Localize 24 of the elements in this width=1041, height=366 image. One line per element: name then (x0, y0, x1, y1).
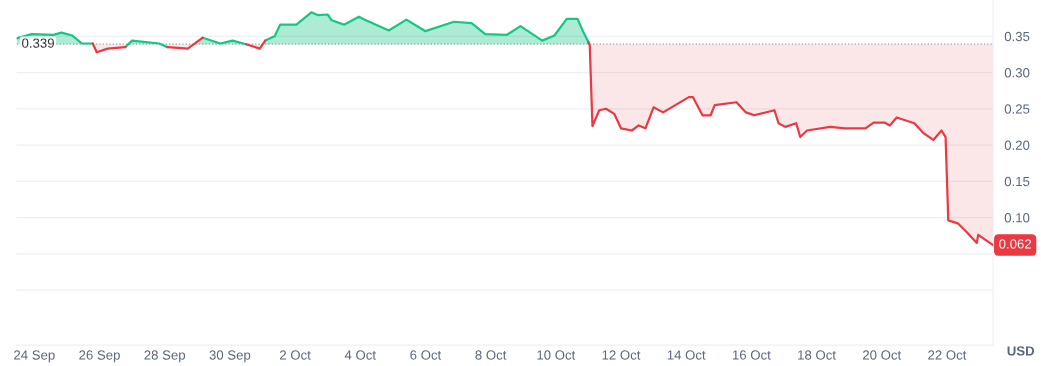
x-tick-label: 6 Oct (410, 350, 442, 360)
y-tick-label: 0.10 (1004, 213, 1030, 223)
ref-line-label: 0.339 (22, 38, 54, 48)
y-tick-label: 0.30 (1004, 68, 1030, 78)
annotation: 0.062 (999, 239, 1032, 249)
y-tick-label: 0.25 (1004, 104, 1030, 114)
x-tick-label: 28 Sep (144, 350, 186, 363)
x-tick-label: 16 Oct (732, 350, 771, 360)
x-tick-label: 22 Oct (928, 350, 967, 360)
x-tick-label: 8 Oct (475, 350, 507, 360)
x-tick-label: 10 Oct (537, 350, 576, 360)
y-tick-label: 0.20 (1004, 140, 1030, 150)
x-tick-label: 26 Sep (79, 350, 120, 363)
x-tick-label: 30 Sep (209, 350, 251, 363)
x-tick-label: 2 Oct (279, 350, 311, 360)
x-tick-label: 24 Sep (14, 350, 55, 363)
y-tick-label: 0.35 (1004, 31, 1030, 42)
x-tick-label: 12 Oct (602, 350, 641, 360)
x-tick-label: 14 Oct (667, 350, 706, 360)
y-tick-label: 0.15 (1004, 176, 1030, 187)
y-axis-title: USD (1007, 346, 1035, 356)
x-tick-label: 20 Oct (862, 350, 902, 360)
x-tick-label: 4 Oct (344, 350, 376, 360)
x-tick-label: 18 Oct (798, 350, 836, 360)
